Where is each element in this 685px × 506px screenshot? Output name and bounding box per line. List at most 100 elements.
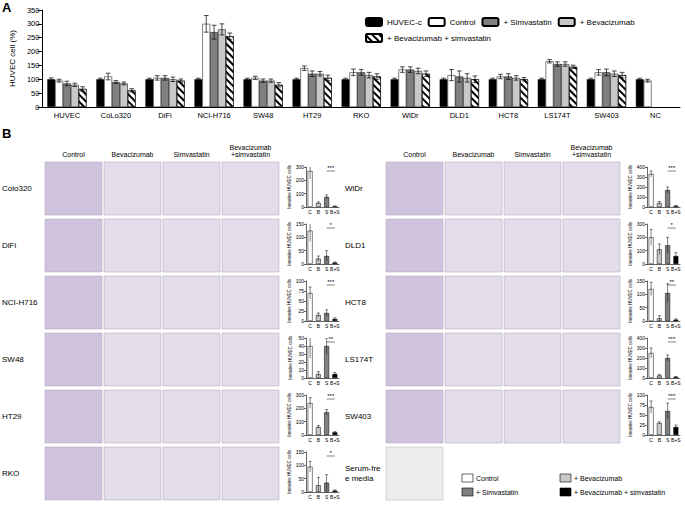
svg-text:Bevacizumab: Bevacizumab [229,144,271,151]
svg-text:+simvastatin: +simvastatin [231,151,270,158]
svg-text:40: 40 [298,343,304,349]
svg-text:***: *** [327,165,335,171]
svg-text:0: 0 [301,489,304,495]
svg-text:150: 150 [296,449,305,455]
svg-text:LS174T: LS174T [544,111,571,120]
svg-text:B+S: B+S [671,380,681,386]
svg-text:S: S [666,380,670,386]
svg-text:RKO: RKO [2,469,19,478]
svg-text:75: 75 [298,288,304,294]
svg-text:0: 0 [301,261,304,267]
svg-text:300: 300 [637,221,646,227]
svg-text:SW403: SW403 [345,412,372,421]
svg-text:Control: Control [62,151,85,158]
svg-text:C: C [649,209,653,215]
svg-text:B+S: B+S [671,323,681,329]
svg-text:*: * [330,450,333,456]
svg-text:Control: Control [476,475,499,482]
svg-text:+simvastatin: +simvastatin [572,151,611,158]
svg-text:0: 0 [642,318,645,324]
svg-text:+ Bevacizumab: + Bevacizumab [580,18,635,27]
svg-text:DiFi: DiFi [2,241,16,250]
svg-text:50: 50 [298,335,304,341]
svg-text:0: 0 [301,318,304,324]
svg-text:400: 400 [637,164,646,170]
svg-text:B: B [658,437,662,443]
svg-text:0: 0 [301,204,304,210]
svg-text:WiDr: WiDr [345,184,363,193]
svg-text:B: B [317,209,321,215]
svg-text:25: 25 [298,308,304,314]
svg-text:+ Bevacizumab: + Bevacizumab [574,475,622,482]
svg-text:Bevacizumab: Bevacizumab [111,151,153,158]
svg-text:+ Simvastatin: + Simvastatin [503,18,551,27]
svg-text:150: 150 [296,221,305,227]
svg-text:300: 300 [296,392,305,398]
svg-text:Invasive HUVEC cells: Invasive HUVEC cells [628,278,633,323]
svg-text:100: 100 [637,392,646,398]
svg-text:DiFi: DiFi [158,111,172,120]
svg-text:50: 50 [298,298,304,304]
svg-text:30: 30 [298,351,304,357]
svg-text:200: 200 [637,184,646,190]
svg-text:100: 100 [296,419,305,425]
svg-text:B: B [658,323,662,329]
svg-text:B: B [317,323,321,329]
svg-text:B+S: B+S [671,437,681,443]
svg-text:HT29: HT29 [2,412,22,421]
svg-text:C: C [308,266,312,272]
svg-text:400: 400 [637,335,646,341]
svg-text:e media: e media [345,474,374,483]
svg-text:***: *** [327,279,335,285]
svg-text:S: S [325,437,329,443]
svg-text:100: 100 [637,248,646,254]
svg-text:B: B [317,494,321,500]
svg-text:C: C [649,380,653,386]
svg-text:Colo320: Colo320 [2,184,32,193]
svg-text:+ Bevacizumab + simvastatin: + Bevacizumab + simvastatin [574,489,665,496]
svg-text:100: 100 [296,278,305,284]
svg-text:B: B [317,437,321,443]
svg-text:Invasive HUVEC cells: Invasive HUVEC cells [628,221,633,266]
svg-text:C: C [649,266,653,272]
svg-text:RKO: RKO [353,111,369,120]
svg-text:Invasive HUVEC cells: Invasive HUVEC cells [628,392,633,437]
svg-text:HCT8: HCT8 [499,111,519,120]
svg-text:100: 100 [637,365,646,371]
svg-text:*: * [330,222,333,228]
svg-text:C: C [649,437,653,443]
svg-text:HUVEC-c: HUVEC-c [387,18,422,27]
svg-text:B+S: B+S [330,209,340,215]
svg-text:HT29: HT29 [303,111,321,120]
svg-text:0: 0 [642,204,645,210]
svg-text:C: C [308,323,312,329]
svg-text:0: 0 [35,103,39,112]
svg-text:350: 350 [27,6,40,15]
svg-text:Invasive HUVEC cells: Invasive HUVEC cells [287,278,292,323]
svg-text:LS174T: LS174T [345,355,373,364]
svg-text:S: S [666,209,670,215]
svg-text:S: S [666,266,670,272]
svg-text:SW48: SW48 [2,355,24,364]
svg-text:300: 300 [637,174,646,180]
svg-text:Simvastatin: Simvastatin [173,151,209,158]
svg-text:Simvastatin: Simvastatin [514,151,550,158]
svg-text:B+S: B+S [330,437,340,443]
svg-text:Invasive HUVEC cells: Invasive HUVEC cells [628,164,633,209]
svg-text:Invasive HUVEC cells: Invasive HUVEC cells [288,335,293,380]
svg-text:200: 200 [296,177,305,183]
svg-text:25: 25 [639,422,645,428]
svg-text:DLD1: DLD1 [345,241,366,250]
svg-text:300: 300 [637,345,646,351]
svg-text:NCI-H716: NCI-H716 [2,298,38,307]
svg-text:S: S [666,323,670,329]
svg-text:300: 300 [27,19,40,28]
svg-text:DLD1: DLD1 [450,111,469,120]
svg-text:50: 50 [31,89,39,98]
svg-text:B: B [658,209,662,215]
svg-text:C: C [308,209,312,215]
svg-text:Bevacizumab: Bevacizumab [452,151,494,158]
svg-text:300: 300 [296,164,305,170]
svg-text:0: 0 [642,375,645,381]
svg-text:S: S [325,323,329,329]
